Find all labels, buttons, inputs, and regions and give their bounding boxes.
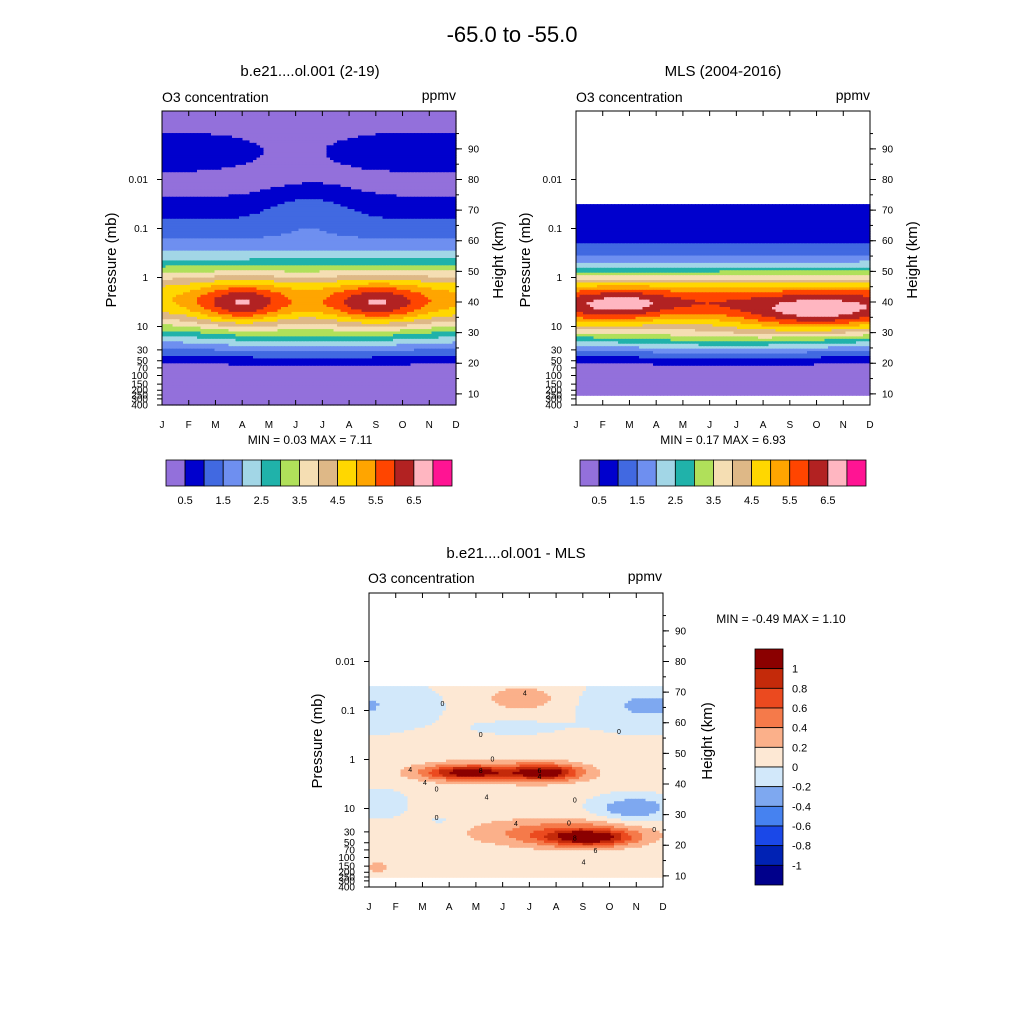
figure: -65.0 to -55.0 b.e21....ol.001 (2-19) O3… (0, 0, 1024, 1024)
contour-plot: J F M A M J J A S O N D0.010.1110305070100150200250… (129, 111, 480, 431)
contour-field (162, 111, 457, 406)
quantity-label: O3 concentration (162, 89, 269, 105)
panel-title: b.e21....ol.001 (2-19) (240, 63, 379, 80)
figure-svg: -65.0 to -55.0 b.e21....ol.001 (2-19) O3… (0, 0, 1024, 1024)
figure-title: -65.0 to -55.0 (447, 22, 578, 47)
panel-model: b.e21....ol.001 (2-19) O3 concentration … (103, 63, 507, 507)
units-label: ppmv (422, 87, 456, 103)
